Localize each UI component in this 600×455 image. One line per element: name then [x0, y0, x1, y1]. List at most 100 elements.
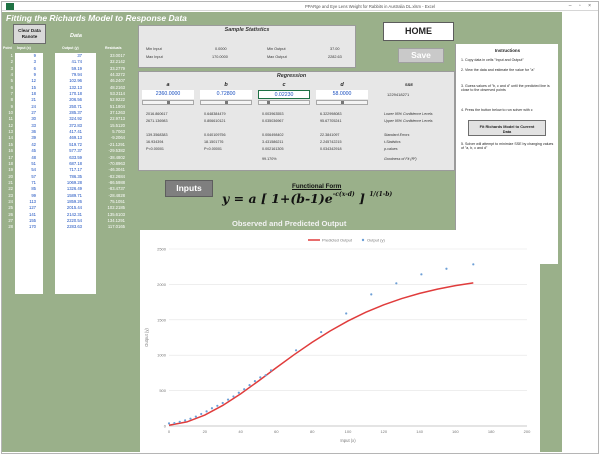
- output-cell[interactable]: 37: [55, 53, 85, 60]
- output-cell[interactable]: 2220.54: [55, 217, 85, 225]
- param-c-value[interactable]: 0.02230: [258, 90, 310, 99]
- output-cell[interactable]: 1589.71: [55, 192, 85, 199]
- instruction-step-5: 5. Solver will attempt to minimize SSE b…: [461, 142, 554, 151]
- sample-stats-panel: [138, 25, 356, 68]
- output-cell[interactable]: 285.37: [55, 110, 85, 117]
- observed-point: [178, 420, 181, 423]
- output-cell[interactable]: 41.74: [55, 59, 85, 66]
- param-b-slider[interactable]: [200, 100, 252, 105]
- output-cell[interactable]: 519.72: [55, 141, 85, 149]
- table-row: 10 27 285.37 37.1263: [3, 110, 126, 117]
- fit-model-button[interactable]: Fit Richards Model to Current Data: [468, 120, 546, 136]
- observed-point: [237, 391, 240, 394]
- output-cell[interactable]: 250.71: [55, 103, 85, 111]
- input-cell[interactable]: 54: [15, 167, 39, 174]
- param-b-label: b: [224, 82, 228, 88]
- inputs-button[interactable]: Inputs: [165, 180, 213, 197]
- input-cell[interactable]: 24: [15, 103, 39, 111]
- window-title: PPARge and Eye Lens Weight for Rabbits i…: [305, 4, 435, 9]
- output-cell[interactable]: 324.92: [55, 116, 85, 123]
- input-cell[interactable]: 155: [15, 217, 39, 225]
- output-cell[interactable]: 2142.31: [55, 211, 85, 218]
- input-cell[interactable]: 36: [15, 129, 39, 136]
- output-cell[interactable]: 577.37: [55, 148, 85, 155]
- input-cell[interactable]: 9: [15, 53, 39, 60]
- clear-data-button[interactable]: Clear Data Ranote: [13, 24, 46, 44]
- output-cell[interactable]: 79.94: [55, 72, 85, 79]
- reg-std-err-value: 0.040109756: [204, 133, 226, 137]
- input-cell[interactable]: 85: [15, 186, 39, 193]
- param-d-slider[interactable]: [316, 100, 368, 105]
- point-cell: 24: [8, 198, 13, 204]
- input-cell[interactable]: 21: [15, 97, 39, 104]
- output-cell[interactable]: 1069.28: [55, 179, 85, 187]
- output-cell[interactable]: 59.19: [55, 65, 85, 73]
- input-cell[interactable]: 57: [15, 173, 39, 180]
- y-tick-label: 1500: [157, 317, 167, 322]
- residual-cell: -83.4737: [108, 186, 125, 192]
- point-cell: 4: [10, 72, 13, 78]
- point-cell: 11: [8, 116, 13, 122]
- output-cell[interactable]: 2015.44: [55, 205, 85, 212]
- input-cell[interactable]: 48: [15, 154, 39, 161]
- regression-panel: [138, 71, 455, 171]
- input-cell[interactable]: 9: [15, 72, 39, 79]
- output-cell[interactable]: 1326.49: [55, 186, 85, 193]
- input-cell[interactable]: 18: [15, 91, 39, 98]
- param-a-value[interactable]: 2360.0000: [142, 90, 194, 99]
- output-cell[interactable]: 2283.63: [55, 224, 85, 231]
- input-cell[interactable]: 39: [15, 135, 39, 142]
- param-b-value[interactable]: 0.72800: [200, 90, 252, 99]
- input-cell[interactable]: 15: [15, 84, 39, 92]
- param-a-slider[interactable]: [142, 100, 194, 105]
- output-cell[interactable]: 1859.26: [55, 198, 85, 206]
- residual-cell: -86.5988: [108, 179, 125, 185]
- stat-label-max-output: Max Output: [267, 55, 287, 59]
- input-cell[interactable]: 71: [15, 179, 39, 187]
- stat-value-min-input: 0.0000: [215, 47, 227, 51]
- window-controls[interactable]: – ▫ ×: [568, 3, 594, 9]
- output-cell[interactable]: 717.17: [55, 167, 85, 174]
- y-tick-label: 2000: [157, 282, 167, 287]
- save-button[interactable]: Save: [398, 48, 444, 63]
- input-cell[interactable]: 12: [15, 78, 39, 85]
- data-title: Data: [70, 33, 82, 39]
- input-cell[interactable]: 170: [15, 224, 39, 231]
- output-cell[interactable]: 687.18: [55, 160, 85, 168]
- output-cell[interactable]: 102.96: [55, 78, 85, 85]
- input-cell[interactable]: 6: [15, 65, 39, 73]
- observed-point: [259, 376, 262, 379]
- input-cell[interactable]: 127: [15, 205, 39, 212]
- point-cell: 7: [10, 91, 13, 97]
- input-cell[interactable]: 141: [15, 211, 39, 218]
- output-cell[interactable]: 417.41: [55, 129, 85, 136]
- input-cell[interactable]: 113: [15, 198, 39, 206]
- input-cell[interactable]: 27: [15, 110, 39, 117]
- output-cell[interactable]: 633.59: [55, 154, 85, 161]
- observed-point: [294, 349, 298, 352]
- input-cell[interactable]: 42: [15, 141, 39, 149]
- input-cell[interactable]: 33: [15, 122, 39, 130]
- param-c-slider[interactable]: [258, 100, 310, 105]
- input-cell[interactable]: 3: [15, 59, 39, 66]
- output-cell[interactable]: 132.13: [55, 84, 85, 92]
- output-cell[interactable]: 469.13: [55, 135, 85, 142]
- home-button[interactable]: HOME: [383, 22, 454, 41]
- param-d-value[interactable]: 58.0000: [316, 90, 368, 99]
- residual-cell: -82.2684: [108, 173, 125, 179]
- output-cell[interactable]: 206.56: [55, 97, 85, 104]
- output-cell[interactable]: 170.18: [55, 91, 85, 98]
- table-row: 7 18 170.18 53.2114: [3, 91, 126, 98]
- reg-conf-upper-value: 0.035036967: [262, 119, 284, 123]
- input-cell[interactable]: 45: [15, 148, 39, 155]
- observed-point: [200, 412, 203, 416]
- input-cell[interactable]: 51: [15, 160, 39, 168]
- legend-predicted-label: Predicted Output: [322, 238, 353, 243]
- output-cell[interactable]: 786.35: [55, 173, 85, 180]
- input-cell[interactable]: 30: [15, 116, 39, 123]
- output-cell[interactable]: 372.83: [55, 122, 85, 130]
- residual-cell: 5.7063: [112, 129, 125, 135]
- input-cell[interactable]: 99: [15, 192, 39, 199]
- point-cell: 27: [8, 217, 13, 223]
- point-cell: 16: [8, 148, 13, 154]
